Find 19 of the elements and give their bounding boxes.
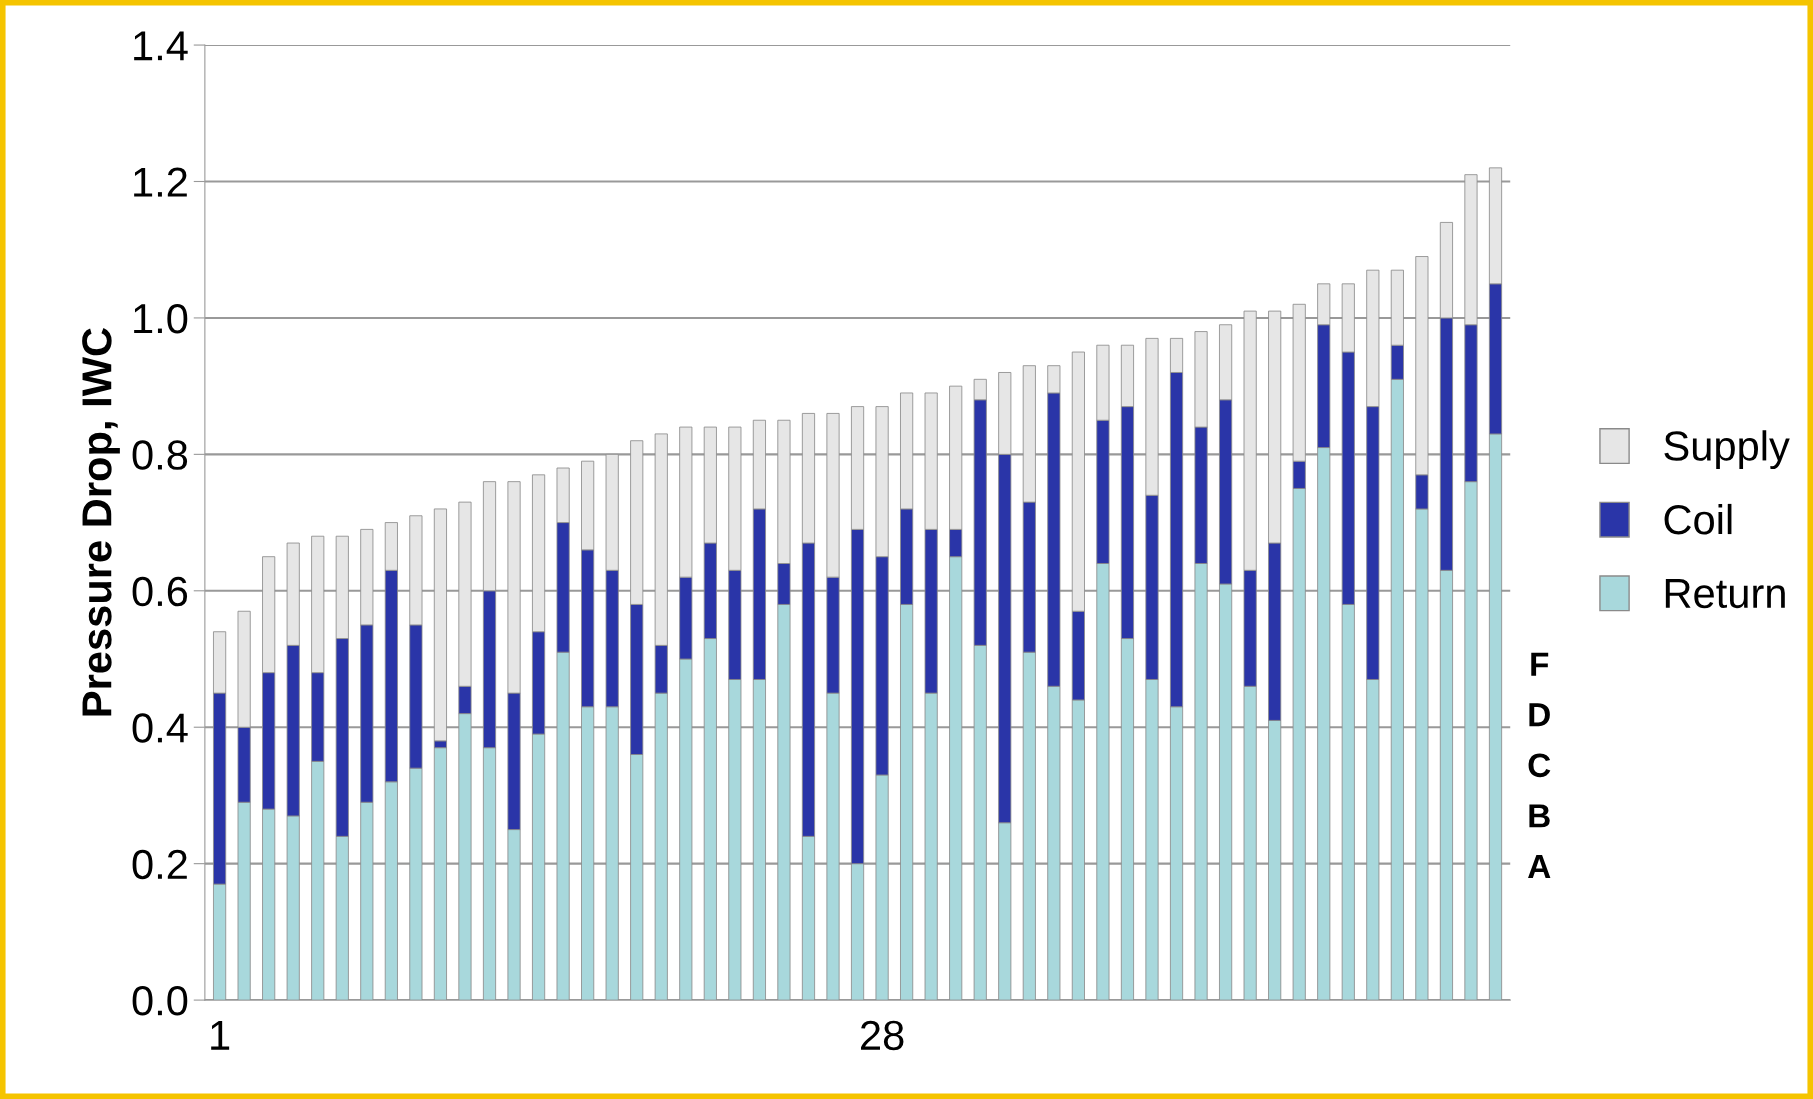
y-tick-label: 0.6 [132, 576, 188, 607]
y-tick-label: 1.0 [134, 303, 188, 334]
text: C [1528, 753, 1551, 778]
x-tick-label: 28 [861, 1020, 904, 1051]
text: F [1531, 652, 1549, 676]
y-tick-label: 0.2 [132, 849, 187, 880]
y-axis-title: Pressure Drop, IWC [82, 328, 120, 716]
y-tick-label: 0.8 [132, 440, 188, 470]
y-tick-label: 0.4 [132, 713, 188, 743]
y-tick-label: 1.2 [134, 167, 187, 197]
y-tick-label: 0.0 [132, 986, 188, 1016]
legend-label: Supply [1664, 430, 1790, 470]
text: B [1529, 804, 1550, 828]
text: A [1528, 855, 1551, 878]
x-tick-label: 1 [211, 1021, 230, 1050]
text: D [1529, 703, 1550, 727]
legend-label: Return [1665, 579, 1785, 609]
legend-label: Coil [1664, 503, 1732, 535]
y-tick-label: 1.4 [134, 31, 188, 61]
